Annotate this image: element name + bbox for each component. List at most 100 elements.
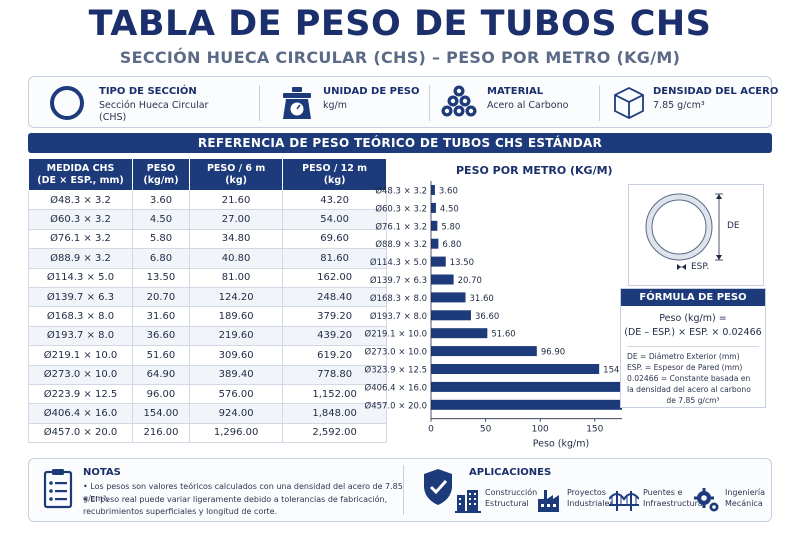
notes-panel: NOTAS • Los pesos son valores teóricos c…: [28, 458, 772, 522]
x-tick-label: 50: [480, 425, 492, 435]
value-label: 36.60: [475, 312, 499, 322]
bar: [431, 274, 454, 285]
bar: [431, 310, 471, 321]
section-banner: REFERENCIA DE PESO TEÓRICO DE TUBOS CHS …: [28, 133, 772, 153]
table-row: Ø88.9 × 3.2 6.80 40.80 81.60: [28, 248, 387, 269]
table-cell: 576.00: [188, 383, 284, 405]
table-cell: 34.80: [188, 228, 284, 250]
table-cell: 13.50: [132, 267, 190, 288]
application-label: Proyectos Industriales: [567, 488, 614, 508]
formula-expression: Peso (kg/m) = (DE – ESP.) × ESP. × 0.0246…: [624, 313, 762, 338]
tube-cross-section-icon: [645, 193, 723, 270]
bar: [431, 292, 466, 303]
bar: [431, 185, 435, 195]
bar: [431, 399, 622, 410]
table-cell: 924.00: [188, 403, 284, 424]
info-steel-density: DENSIDAD DEL ACERO 7.85 g/cm³: [599, 77, 778, 129]
table-row: Ø223.9 × 12.5 96.00 576.00 1,152.00: [28, 383, 387, 405]
table-cell: 43.20: [282, 189, 387, 211]
note-item: • Los pesos son valores teóricos calcula…: [83, 482, 403, 503]
table-cell: 124.20: [188, 286, 284, 308]
section-diagram: DE ESP.: [628, 184, 764, 286]
table-row: Ø139.7 × 6.3 20.70 124.20 248.40: [28, 286, 387, 308]
category-label: Ø168.3 × 8.0: [370, 293, 427, 304]
table-cell: 54.00: [282, 209, 387, 230]
x-tick-label: 0: [428, 425, 434, 435]
table-row: Ø48.3 × 3.2 3.60 21.60 43.20: [28, 189, 387, 211]
page-title: TABLA DE PESO DE TUBOS CHS: [88, 4, 712, 44]
category-label: Ø457.0 × 20.0: [365, 400, 427, 411]
value-label: 20.70: [458, 276, 482, 286]
info-section-type: TIPO DE SECCIÓN Sección Hueca Circular (C…: [29, 77, 259, 129]
table-cell: 51.60: [132, 345, 190, 366]
category-label: Ø323.9 × 12.5: [365, 365, 427, 376]
bar: [431, 238, 439, 249]
category-label: Ø193.7 × 8.0: [370, 311, 427, 322]
note-item: • El peso real puede variar ligeramente …: [83, 495, 388, 504]
x-axis-label: Peso (kg/m): [533, 439, 589, 450]
table-cell: Ø273.0 × 10.0: [28, 364, 133, 385]
table-row: Ø76.1 × 3.2 5.80 34.80 69.60: [28, 228, 387, 250]
application-mechanical: Ingeniería Mecánica: [693, 487, 765, 515]
table-cell: Ø406.4 × 16.0: [28, 403, 133, 424]
table-cell: Ø193.7 × 8.0: [28, 325, 133, 347]
table-cell: 31.60: [132, 306, 190, 327]
bar: [431, 381, 622, 392]
info-head: UNIDAD DE PESO: [323, 86, 420, 97]
table-cell: 64.90: [132, 364, 190, 385]
table-cell: 96.00: [132, 383, 190, 405]
table-cell: Ø114.3 × 5.0: [28, 267, 133, 288]
application-label: Ingeniería Mecánica: [725, 488, 766, 508]
table-row: Ø168.3 × 8.0 31.60 189.60 379.20: [28, 306, 387, 327]
value-label: 51.60: [491, 330, 515, 340]
table-row: Ø193.7 × 8.0 36.60 219.60 439.20: [28, 325, 387, 347]
category-label: Ø48.3 × 3.2: [375, 186, 427, 197]
application-label: Construcción Estructural: [485, 488, 538, 508]
formula-def-de: DE = Diámetro Exterior (mm): [627, 352, 740, 361]
table-cell: 309.60: [188, 345, 284, 366]
info-panel: TIPO DE SECCIÓN Sección Hueca Circular (C…: [28, 76, 778, 129]
info-value: kg/m: [323, 100, 347, 111]
x-tick-label: 150: [586, 425, 603, 435]
table-cell: 20.70: [132, 286, 190, 308]
value-label: 31.60: [470, 294, 494, 304]
table-cell: 6.80: [132, 248, 190, 269]
info-weight-unit: UNIDAD DE PESO kg/m: [259, 77, 429, 129]
info-head: DENSIDAD DEL ACERO: [653, 86, 779, 97]
category-label: Ø88.9 × 3.2: [375, 239, 427, 250]
table-cell: 2,592.00: [282, 422, 387, 444]
table-cell: 21.60: [188, 189, 284, 211]
table-cell: 154.00: [132, 403, 190, 424]
category-label: Ø60.3 × 3.2: [375, 203, 427, 214]
chart-title: PESO POR METRO (KG/M): [456, 164, 613, 177]
formula-def-const: 0.02466 = Constante basada en: [627, 374, 751, 383]
info-value: Sección Hueca Circular (CHS): [99, 100, 209, 123]
note-item: recubrimientos superficiales y longitud …: [83, 507, 278, 516]
bar: [431, 328, 488, 339]
table-cell: 81.60: [282, 248, 387, 269]
value-label: 154.00: [603, 366, 622, 376]
table-cell: Ø457.0 × 20.0: [28, 422, 133, 444]
formula-title: FÓRMULA DE PESO: [621, 289, 765, 306]
formula-def-esp: ESP. = Espesor de Pared (mm): [627, 363, 743, 372]
table-cell: 219.60: [188, 325, 284, 347]
table-header: PESO / 6 m (kg): [188, 158, 284, 191]
value-label: 96.90: [541, 348, 565, 358]
esp-label: ESP.: [691, 262, 710, 272]
table-cell: 248.40: [282, 286, 387, 308]
table-cell: Ø48.3 × 3.2: [28, 189, 133, 211]
bar: [431, 256, 446, 267]
table-cell: 216.00: [132, 422, 190, 444]
table-cell: 389.40: [188, 364, 284, 385]
table-cell: Ø139.7 × 6.3: [28, 286, 133, 308]
category-label: Ø114.3 × 5.0: [370, 257, 427, 268]
clipboard-icon: [43, 469, 73, 509]
value-label: 3.60: [439, 187, 458, 197]
table-cell: Ø88.9 × 3.2: [28, 248, 133, 269]
bar: [431, 364, 600, 374]
application-bridges: Puentes e Infraestructura: [608, 487, 703, 515]
scale-icon: [283, 87, 311, 119]
table-header-row: MEDIDA CHS (DE × ESP., mm) PESO (kg/m) PES…: [28, 158, 387, 191]
table-cell: Ø219.1 × 10.0: [28, 345, 133, 366]
table-cell: 69.60: [282, 228, 387, 250]
